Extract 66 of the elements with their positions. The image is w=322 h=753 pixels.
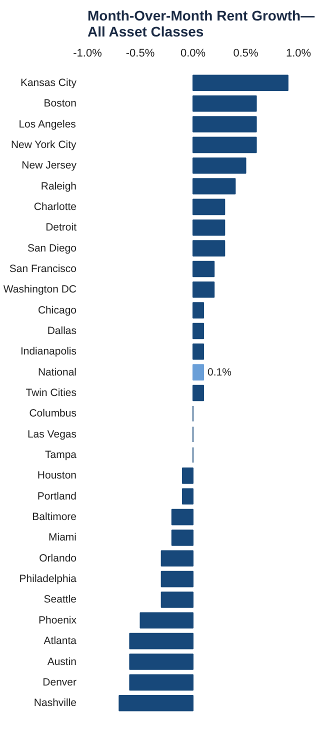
chart-title: Month-Over-Month Rent Growth—All Asset Classes [88,8,315,40]
y-tick-label: Dallas [47,324,77,337]
bar [192,178,236,194]
bar [192,364,204,380]
bar [171,530,194,546]
data-label: 0.1% [208,366,232,378]
bar [129,674,194,691]
bar [192,322,204,340]
y-tick-label: New Jersey [22,160,78,172]
x-tick-label: -1.0% [73,48,102,60]
bar [129,654,194,670]
y-tick-label: Phoenix [38,614,78,626]
y-tick-label: Nashville [34,697,77,710]
bar [129,632,194,650]
bar [160,570,194,588]
x-tick-label: 0.0% [180,48,206,60]
bar [140,612,194,629]
bar [192,95,257,112]
y-tick-label: Raleigh [40,180,77,192]
y-tick-label: San Diego [27,242,77,254]
bar [192,260,215,278]
y-tick-label: Tampa [44,449,77,462]
y-tick-label: Detroit [46,222,77,234]
y-tick-label: Miami [48,532,76,544]
y-tick-label: Chicago [38,304,77,316]
bar [192,116,257,132]
y-tick-label: Baltimore [32,511,77,524]
y-tick-label: Kansas City [20,76,78,89]
bar [160,592,194,608]
y-tick-label: Orlando [39,552,77,564]
y-tick-label: Indianapolis [20,346,77,358]
y-tick-label: New York City [10,138,78,151]
y-tick-label: Boston [44,98,77,110]
y-tick-label: Atlanta [44,635,77,648]
y-tick-label: Washington DC [3,284,77,296]
y-tick-label: Houston [37,470,77,482]
y-tick-label: San Francisco [9,262,77,275]
y-tick-label: Denver [42,676,78,688]
y-tick-label: National [38,366,77,378]
bar [192,384,204,402]
bar [118,694,194,712]
bar [192,302,204,318]
y-tick-label: Las Vegas [27,428,77,440]
bar [182,468,194,484]
bar [192,281,215,298]
y-tick-label: Los Angeles [18,118,76,130]
y-tick-label: Columbus [29,408,77,420]
bar [192,344,204,360]
x-tick-label: -0.5% [126,48,155,60]
y-tick-label: Portland [37,490,77,502]
x-tick-label: 1.0% [286,48,312,60]
bar [171,508,194,526]
bar [160,550,194,567]
bar [192,240,226,256]
bar [192,136,257,154]
bar [192,74,288,92]
bar [192,219,226,236]
bar [182,488,194,505]
y-tick-label: Seattle [44,594,77,606]
y-tick-label: Philadelphia [19,573,77,586]
bar [192,157,246,174]
y-tick-label: Austin [47,656,77,668]
x-tick-label: 0.5% [233,48,259,60]
bar [192,198,226,216]
y-tick-label: Twin Cities [26,387,77,399]
y-tick-label: Charlotte [34,200,77,213]
